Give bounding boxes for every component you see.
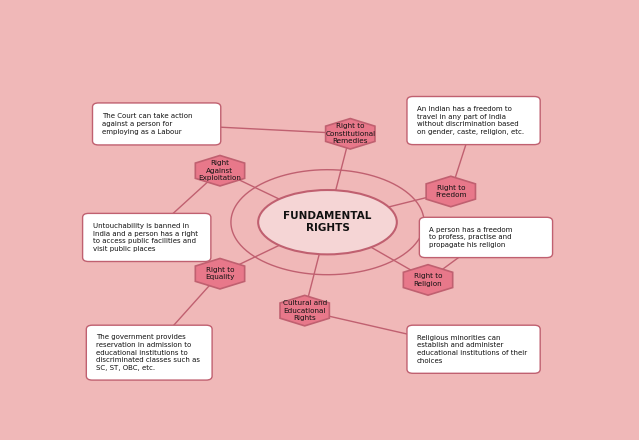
FancyBboxPatch shape (407, 96, 540, 145)
Text: Right
Against
Exploitation: Right Against Exploitation (199, 160, 242, 181)
Polygon shape (326, 118, 375, 149)
Polygon shape (403, 265, 452, 295)
Text: Right to
Freedom: Right to Freedom (435, 185, 466, 198)
FancyBboxPatch shape (82, 213, 211, 261)
Text: Right to
Religion: Right to Religion (413, 273, 442, 287)
Text: The government provides
reservation in admission to
educational institutions to
: The government provides reservation in a… (96, 334, 200, 371)
FancyBboxPatch shape (93, 103, 220, 145)
Ellipse shape (258, 190, 397, 254)
Text: Right to
Equality: Right to Equality (205, 267, 235, 280)
Polygon shape (280, 295, 329, 326)
Polygon shape (196, 155, 245, 186)
Text: The Court can take action
against a person for
employing as a Labour: The Court can take action against a pers… (102, 113, 193, 135)
Text: Untouchability is banned in
India and a person has a right
to access public faci: Untouchability is banned in India and a … (93, 223, 197, 252)
FancyBboxPatch shape (86, 325, 212, 380)
Text: A person has a freedom
to profess, practise and
propagate his religion: A person has a freedom to profess, pract… (429, 227, 512, 248)
Text: Right to
Constitutional
Remedies: Right to Constitutional Remedies (325, 123, 375, 144)
Text: FUNDAMENTAL
RIGHTS: FUNDAMENTAL RIGHTS (283, 211, 372, 233)
Polygon shape (426, 176, 475, 207)
Text: Cultural and
Educational
Rights: Cultural and Educational Rights (282, 300, 327, 321)
FancyBboxPatch shape (419, 217, 553, 257)
Polygon shape (196, 258, 245, 289)
Text: An Indian has a freedom to
travel in any part of India
without discrimination ba: An Indian has a freedom to travel in any… (417, 106, 524, 135)
Text: Religious minorities can
establish and administer
educational institutions of th: Religious minorities can establish and a… (417, 335, 527, 364)
FancyBboxPatch shape (407, 325, 540, 373)
